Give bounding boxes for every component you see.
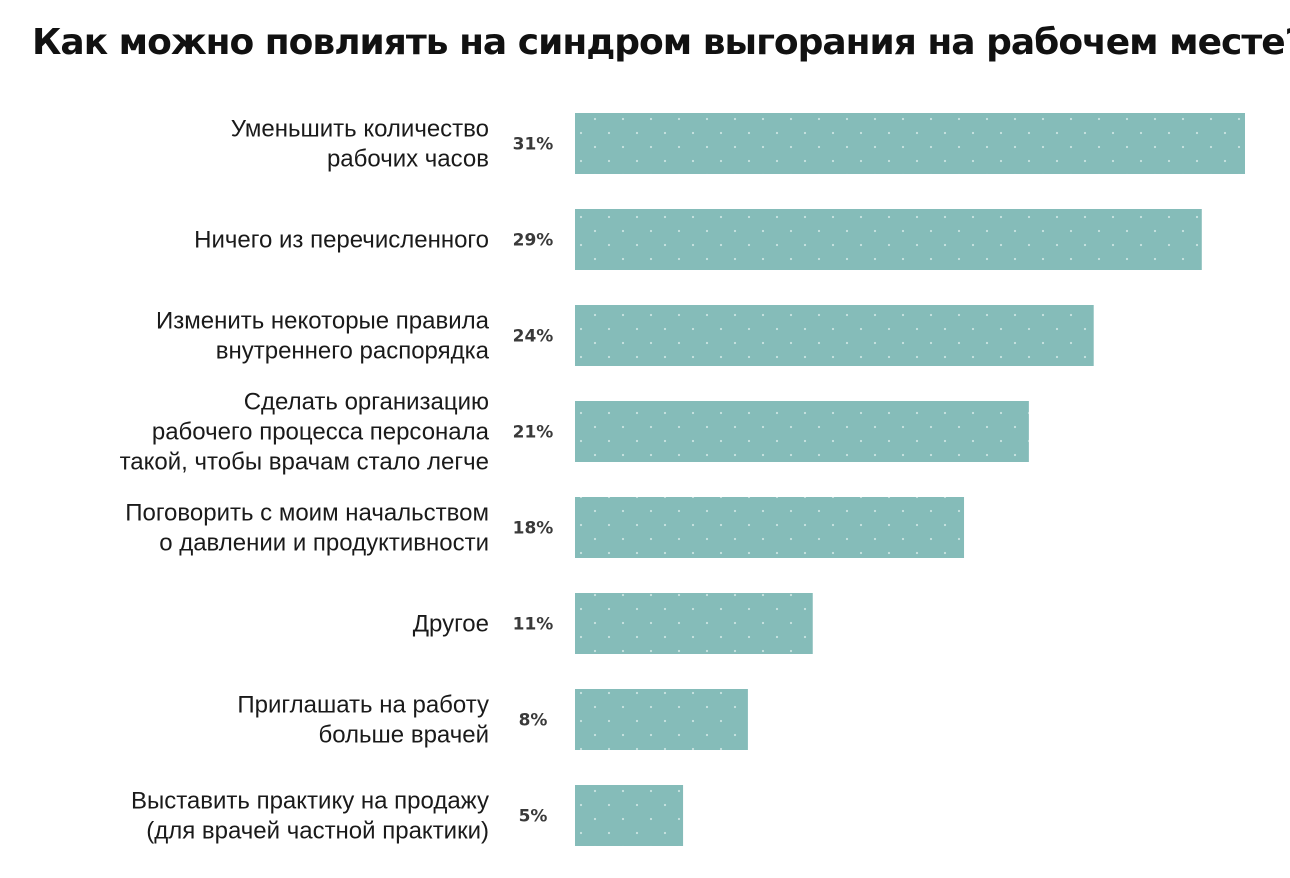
category-label-line: рабочих часов (327, 146, 489, 173)
category-label: Поговорить с моим начальством о давлении … (125, 500, 489, 557)
bar-texture (575, 785, 684, 846)
category-label: Изменить некоторые правила внутреннего ра… (156, 308, 490, 365)
category-label-line: такой, чтобы врачам стало легче (120, 449, 489, 476)
category-label: Другое (413, 611, 489, 638)
category-label: Приглашать на работу больше врачей (237, 692, 489, 749)
value-label: 29% (513, 231, 554, 251)
category-label-line: больше врачей (318, 722, 489, 749)
bars-layer: 31% Уменьшить количество рабочих часов 29% Н… (120, 113, 1245, 846)
bar-texture (575, 113, 1245, 174)
category-label-line: Сделать организацию (244, 389, 489, 416)
category-label-line: внутреннего распорядка (216, 338, 490, 365)
bar-texture (575, 497, 965, 558)
bar-texture (575, 209, 1202, 270)
value-label: 31% (513, 135, 554, 155)
category-label-line: Выставить практику на продажу (131, 788, 489, 815)
value-label: 8% (519, 711, 548, 731)
category-label: Уменьшить количество рабочих часов (231, 116, 489, 173)
category-label-line: Поговорить с моим начальством (125, 500, 489, 527)
category-label: Сделать организацию рабочего процесса пер… (120, 389, 490, 476)
chart-title: Как можно повлиять на синдром выгорания … (32, 22, 1290, 63)
value-label: 24% (513, 327, 554, 347)
category-label-line: Изменить некоторые правила (156, 308, 490, 335)
value-label: 11% (513, 615, 554, 635)
value-label: 18% (513, 519, 554, 539)
category-label-line: Другое (413, 611, 489, 638)
bar-texture (575, 689, 748, 750)
bar-texture (575, 305, 1094, 366)
bar-texture (575, 401, 1029, 462)
category-label-line: Ничего из перечисленного (194, 227, 489, 254)
category-label-line: (для врачей частной практики) (146, 818, 489, 845)
category-label-line: Уменьшить количество (231, 116, 489, 143)
category-label: Выставить практику на продажу (для врачей… (131, 788, 489, 845)
category-label-line: Приглашать на работу (237, 692, 489, 719)
category-label-line: о давлении и продуктивности (159, 530, 489, 557)
category-label: Ничего из перечисленного (194, 227, 489, 254)
category-label-line: рабочего процесса персонала (152, 419, 490, 446)
bar-texture (575, 593, 813, 654)
value-label: 21% (513, 423, 554, 443)
value-label: 5% (519, 807, 548, 827)
